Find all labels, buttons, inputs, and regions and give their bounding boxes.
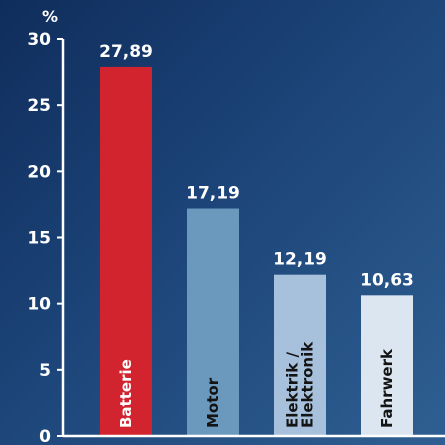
value-label: 12,19 <box>273 250 327 270</box>
bar-2 <box>187 208 239 436</box>
value-label: 27,89 <box>99 42 153 62</box>
y-tick-label: 15 <box>27 229 51 249</box>
y-unit-label: % <box>42 7 58 26</box>
bar-4 <box>361 295 413 436</box>
bar-3 <box>274 274 326 436</box>
y-tick-label: 0 <box>39 427 51 445</box>
bars: Batterie Motor Elektrik /Elektronik Fahrwer… <box>100 66 413 436</box>
y-tick-label: 25 <box>27 96 51 116</box>
y-tick-label: 20 <box>27 162 51 182</box>
value-labels: 27,89 17,19 12,19 10,63 <box>99 42 414 290</box>
bar-category-label: Fahrwerk <box>378 348 396 428</box>
value-label: 10,63 <box>360 270 414 290</box>
y-tick-label: 30 <box>27 30 51 50</box>
y-tick-label: 5 <box>39 361 51 381</box>
value-label: 17,19 <box>186 184 240 204</box>
bar-category-label: Batterie <box>117 359 135 428</box>
bar-category-label: Elektrik / <box>284 352 302 428</box>
bar-category-label: Motor <box>204 377 222 428</box>
bar-1 <box>100 66 152 436</box>
y-tick-label: 10 <box>27 295 51 315</box>
y-ticks: 0 5 10 15 20 25 30 <box>27 30 63 445</box>
bar-category-label: Elektronik <box>299 341 317 428</box>
